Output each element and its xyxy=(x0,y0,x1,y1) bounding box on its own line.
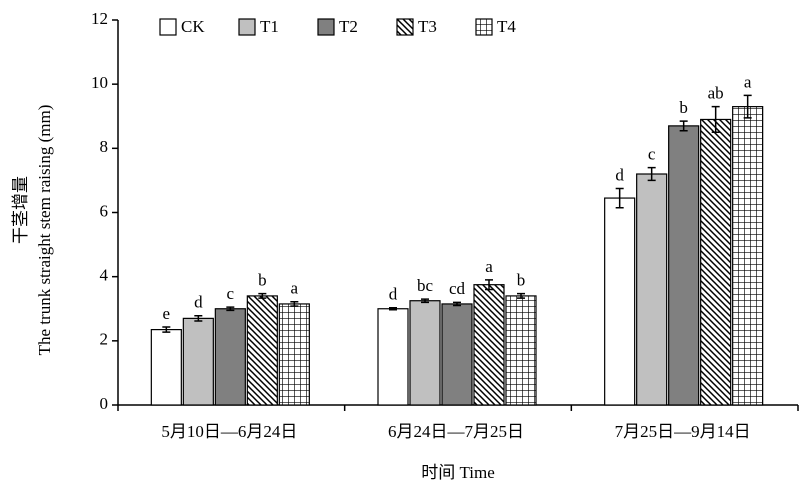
error-bar xyxy=(389,307,397,311)
y-axis-label-cn: 干茎增量 xyxy=(11,176,30,244)
y-tick-label: 0 xyxy=(100,394,109,413)
error-bar xyxy=(647,166,656,182)
bar xyxy=(278,303,310,406)
legend-key xyxy=(317,18,335,36)
significance-letter: a xyxy=(291,279,299,298)
bar xyxy=(150,329,182,406)
bar xyxy=(604,197,636,406)
error-bar xyxy=(615,187,624,209)
legend-label: T4 xyxy=(497,17,516,36)
bar xyxy=(409,300,441,406)
significance-letter: b xyxy=(679,98,688,117)
bar xyxy=(505,295,537,406)
bar xyxy=(441,303,473,406)
significance-letter: bc xyxy=(417,276,434,295)
significance-letter: d xyxy=(389,285,398,304)
x-tick-label: 5月10日—6月24日 xyxy=(161,422,297,441)
significance-letter: a xyxy=(744,72,752,91)
significance-letter: d xyxy=(615,165,624,184)
error-bar xyxy=(743,94,752,119)
y-tick-label: 10 xyxy=(91,73,108,92)
error-bar xyxy=(453,301,461,307)
error-bar xyxy=(421,298,429,304)
error-bar xyxy=(226,306,235,312)
significance-letter: cd xyxy=(449,279,466,298)
bar xyxy=(668,125,700,406)
legend-key xyxy=(396,18,414,36)
significance-letter: a xyxy=(485,257,493,276)
error-bar xyxy=(485,279,493,291)
bar xyxy=(377,308,409,406)
y-tick-label: 6 xyxy=(100,201,109,220)
error-bar xyxy=(258,292,267,299)
y-axis-label: The trunk straight stem raising (mm) xyxy=(35,105,54,356)
significance-letter: ab xyxy=(708,84,724,103)
bar xyxy=(214,308,246,406)
y-tick-label: 2 xyxy=(100,330,109,349)
bar xyxy=(732,106,764,406)
y-tick-label: 8 xyxy=(100,137,109,156)
error-bar xyxy=(162,326,171,333)
bar xyxy=(700,118,732,406)
legend-key xyxy=(159,18,177,36)
legend-label: CK xyxy=(181,17,205,36)
bar xyxy=(636,173,668,406)
error-bar xyxy=(194,315,203,322)
significance-letter: c xyxy=(227,284,235,303)
bar xyxy=(182,317,214,406)
significance-letter: b xyxy=(517,271,526,290)
x-tick-label: 6月24日—7月25日 xyxy=(388,422,524,441)
error-bar xyxy=(517,292,525,299)
significance-letter: d xyxy=(194,293,203,312)
legend-label: T1 xyxy=(260,17,279,36)
legend-key xyxy=(475,18,493,36)
bar xyxy=(473,284,505,406)
y-tick-label: 12 xyxy=(91,9,108,28)
legend-label: T3 xyxy=(418,17,437,36)
bar xyxy=(246,295,278,406)
error-bar xyxy=(711,105,720,134)
legend-label: T2 xyxy=(339,17,358,36)
error-bar xyxy=(290,300,299,307)
x-tick-label: 7月25日—9月14日 xyxy=(615,422,751,441)
error-bar xyxy=(679,120,688,132)
legend-key xyxy=(238,18,256,36)
significance-letter: e xyxy=(163,304,171,323)
x-axis-label: 时间 Time xyxy=(421,463,495,482)
significance-letter: b xyxy=(258,271,267,290)
y-tick-label: 4 xyxy=(100,266,109,285)
significance-letter: c xyxy=(648,144,656,163)
